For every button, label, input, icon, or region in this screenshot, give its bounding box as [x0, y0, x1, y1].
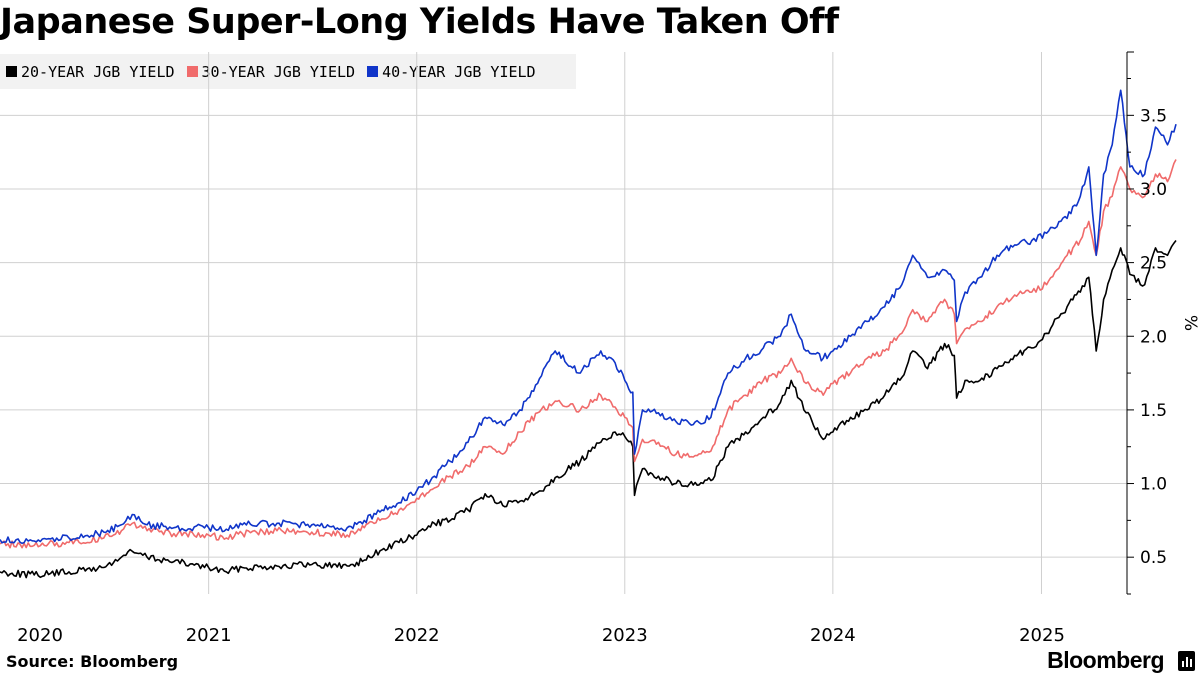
chart-title: Japanese Super-Long Yields Have Taken Of…: [0, 2, 839, 42]
y-tick-label: 2.0: [1140, 327, 1167, 347]
legend: 20-YEAR JGB YIELD 30-YEAR JGB YIELD 40-Y…: [0, 54, 576, 89]
legend-item-20y: 20-YEAR JGB YIELD: [6, 63, 175, 81]
legend-swatch-40y: [367, 66, 379, 77]
y-tick-label: 0.5: [1140, 548, 1167, 568]
legend-swatch-30y: [186, 66, 198, 77]
source-note: Source: Bloomberg: [6, 652, 179, 671]
brand-logo-text: Bloomberg: [1047, 647, 1164, 673]
x-tick-label: 2020: [17, 625, 63, 646]
y-tick-label: 3.0: [1140, 180, 1167, 200]
legend-label-40y: 40-YEAR JGB YIELD: [382, 62, 536, 81]
x-tick-label: 2023: [602, 625, 648, 646]
y-tick-label: 3.5: [1140, 106, 1167, 126]
x-tick-label: 2025: [1019, 625, 1065, 646]
series-line-s30: [0, 159, 1177, 549]
series-line-s20: [0, 240, 1177, 579]
y-axis: 0.5 1.0 1.5 2.0 2.5 3.0 3.5%: [1126, 51, 1200, 595]
gridlines: [0, 52, 1127, 594]
legend-swatch-20y: [6, 66, 17, 77]
series-lines: [0, 89, 1177, 579]
y-tick-label: 1.5: [1140, 401, 1167, 421]
legend-label-20y: 20-YEAR JGB YIELD: [21, 62, 175, 81]
legend-item-40y: 40-YEAR JGB YIELD: [367, 63, 536, 81]
x-tick-label: 2021: [186, 625, 232, 646]
x-tick-label: 2022: [394, 625, 440, 646]
legend-label-30y: 30-YEAR JGB YIELD: [201, 62, 356, 81]
y-tick-label: 2.5: [1140, 254, 1167, 274]
y-tick-label: 1.0: [1140, 475, 1167, 495]
legend-item-30y: 30-YEAR JGB YIELD: [186, 62, 356, 81]
x-tick-label: 2024: [810, 625, 856, 646]
x-axis-labels: 2020 2021 2022 2023 2024 2025: [17, 625, 1065, 646]
series-line-s40: [0, 89, 1177, 545]
y-axis-label: %: [1180, 315, 1200, 331]
bloomberg-terminal-icon: [1178, 651, 1195, 671]
